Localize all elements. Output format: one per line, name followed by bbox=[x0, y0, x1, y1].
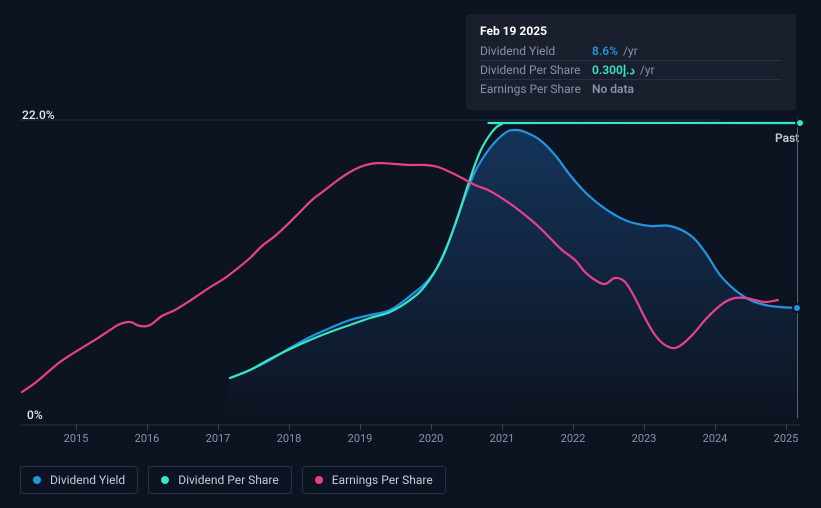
tooltip-row: Dividend Yield8.6% /yr bbox=[480, 42, 782, 61]
x-tick-mark bbox=[573, 424, 574, 430]
legend-label: Dividend Yield bbox=[50, 473, 125, 487]
dividend-chart: 22.0% 0% Past 20152016201720182019202020… bbox=[0, 0, 821, 508]
x-tick-label: 2025 bbox=[774, 432, 799, 445]
legend-item-dividend_yield[interactable]: Dividend Yield bbox=[20, 466, 138, 494]
x-tick-mark bbox=[360, 424, 361, 430]
x-tick-label: 2017 bbox=[206, 432, 231, 445]
x-axis: 2015 2016 2017 2018 2019 2020 2021 2022 2023 2024… bbox=[20, 432, 800, 452]
hover-line bbox=[797, 118, 798, 418]
x-tick-label: 2022 bbox=[561, 432, 586, 445]
x-tick-label: 2021 bbox=[490, 432, 515, 445]
x-tick-label: 2018 bbox=[277, 432, 302, 445]
x-tick-label: 2015 bbox=[64, 432, 89, 445]
tooltip-key: Earnings Per Share bbox=[480, 82, 592, 96]
hover-dot-dividend_per_share bbox=[795, 118, 805, 128]
x-tick-label: 2016 bbox=[135, 432, 160, 445]
dividend_yield-area bbox=[230, 130, 797, 418]
x-tick-mark bbox=[76, 424, 77, 430]
x-tick-label: 2023 bbox=[632, 432, 657, 445]
tooltip-value: 8.6% /yr bbox=[592, 44, 638, 58]
past-label: Past bbox=[775, 131, 799, 145]
x-tick-mark bbox=[218, 424, 219, 430]
hover-dot-dividend_yield bbox=[792, 303, 802, 313]
x-tick-mark bbox=[502, 424, 503, 430]
x-tick-label: 2024 bbox=[703, 432, 728, 445]
tooltip-date: Feb 19 2025 bbox=[480, 24, 782, 38]
tooltip-row: Dividend Per Share0.300د.إ /yr bbox=[480, 61, 782, 80]
tooltip-value: No data bbox=[592, 82, 634, 96]
x-tick-mark bbox=[431, 424, 432, 430]
tooltip-value: 0.300د.إ /yr bbox=[592, 63, 655, 77]
legend-dot-icon bbox=[33, 476, 41, 484]
x-tick-mark bbox=[644, 424, 645, 430]
x-tick-mark bbox=[147, 424, 148, 430]
legend-dot-icon bbox=[315, 476, 323, 484]
legend-label: Dividend Per Share bbox=[178, 473, 279, 487]
tooltip-row: Earnings Per ShareNo data bbox=[480, 80, 782, 98]
x-tick-label: 2020 bbox=[419, 432, 444, 445]
legend-dot-icon bbox=[161, 476, 169, 484]
legend-item-earnings_per_share[interactable]: Earnings Per Share bbox=[302, 466, 446, 494]
x-tick-mark bbox=[715, 424, 716, 430]
y-axis-max-label: 22.0% bbox=[22, 108, 55, 122]
x-tick-mark bbox=[289, 424, 290, 430]
x-tick-label: 2019 bbox=[348, 432, 373, 445]
y-axis-min-label: 0% bbox=[27, 408, 43, 422]
x-tick-mark bbox=[786, 424, 787, 430]
tooltip-key: Dividend Yield bbox=[480, 44, 592, 58]
tooltip: Feb 19 2025 Dividend Yield8.6% /yrDivide… bbox=[466, 14, 796, 110]
tooltip-key: Dividend Per Share bbox=[480, 63, 592, 77]
legend: Dividend Yield Dividend Per Share Earnings… bbox=[20, 466, 446, 494]
legend-item-dividend_per_share[interactable]: Dividend Per Share bbox=[148, 466, 292, 494]
legend-label: Earnings Per Share bbox=[332, 473, 433, 487]
